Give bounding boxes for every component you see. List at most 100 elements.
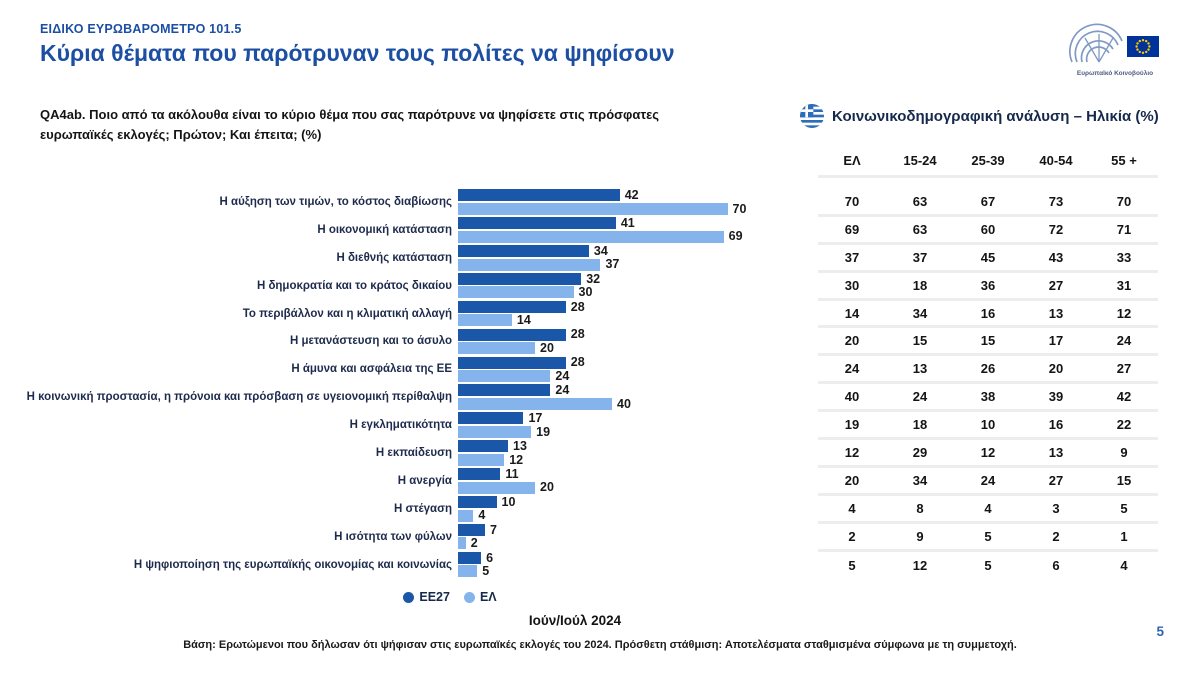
legend-dot-icon [403, 591, 415, 603]
survey-period: Ιούν/Ιούλ 2024 [528, 613, 622, 628]
bar-value-ΕΛ: 2 [470, 536, 478, 551]
table-row: 2 9 5 2 1 [818, 524, 1158, 552]
report-kicker: ΕΙΔΙΚΟ ΕΥΡΩΒΑΡΟΜΕΤΡΟ 101.5 [40, 22, 242, 36]
page-number: 5 [1156, 624, 1164, 639]
legend-dot-icon [463, 591, 475, 603]
bar-line-ΕΕ27: 24 [458, 384, 631, 397]
bar-ΕΛ [458, 398, 612, 410]
legend-item-ΕΕ27: ΕΕ27 [403, 590, 450, 604]
hemicycle-icon [1069, 23, 1159, 63]
bar-pair: 28 20 [458, 328, 585, 355]
table-cell: 15 [980, 333, 996, 349]
table-row: 40 24 38 39 42 [818, 384, 1158, 413]
table-cell: 15 [912, 333, 928, 349]
chart-row: Η ανεργία 11 20 [0, 467, 770, 495]
category-label: Η εγκληματικότητα [349, 419, 452, 432]
bar-value-ΕΛ: 30 [578, 285, 593, 300]
bar-line-ΕΕ27: 13 [458, 440, 527, 453]
table-cell: 3 [1052, 500, 1060, 516]
age-column-header: 55 + [1111, 153, 1137, 168]
table-cell: 9 [916, 528, 924, 544]
bar-ΕΛ [458, 453, 505, 466]
survey-question: QA4ab. Ποιο από τα ακόλουθα είναι το κύρ… [40, 107, 660, 143]
category-label: Η κοινωνική προστασία, η πρόνοια και πρό… [26, 391, 452, 404]
bar-value-ΕΛ: 20 [540, 340, 554, 355]
bar-line-ΕΛ: 24 [458, 370, 585, 383]
table-cell: 15 [1116, 472, 1132, 488]
bar-line-ΕΕ27: 28 [458, 301, 585, 313]
table-cell: 2 [1052, 528, 1060, 544]
chart-row: Η στέγαση 10 4 [0, 495, 770, 523]
bar-line-ΕΕ27: 7 [458, 524, 497, 536]
bar-line-ΕΕ27: 42 [458, 189, 746, 202]
chart-row: Η διεθνής κατάσταση 34 37 [0, 244, 770, 272]
bar-value-ΕΛ: 5 [482, 564, 490, 579]
bar-value-ΕΕ27: 28 [570, 355, 585, 370]
table-cell: 39 [1048, 389, 1064, 405]
table-cell: 37 [844, 249, 860, 265]
bar-ΕΕ27 [458, 495, 497, 508]
table-cell: 63 [912, 221, 928, 237]
bar-value-ΕΛ: 12 [509, 452, 524, 467]
logo-caption: Ευρωπαϊκό Κοινοβούλιο [1076, 70, 1154, 77]
table-cell: 69 [844, 221, 860, 237]
age-column-header: ΕΛ [843, 153, 861, 168]
category-label: Η αύξηση των τιμών, το κόστος διαβίωσης [219, 195, 452, 208]
bar-ΕΛ [458, 342, 535, 355]
table-row: 19 18 10 16 22 [818, 412, 1158, 441]
table-cell: 34 [912, 305, 928, 321]
bar-line-ΕΛ: 20 [458, 340, 585, 355]
bar-line-ΕΕ27: 34 [458, 245, 619, 257]
bar-line-ΕΕ27: 28 [458, 328, 585, 341]
bar-ΕΕ27 [458, 217, 616, 230]
category-label: Η οικονομική κατάσταση [317, 223, 452, 236]
table-cell: 9 [1120, 444, 1128, 460]
category-label: Η δημοκρατία και το κράτος δικαίου [256, 279, 452, 292]
table-cell: 2 [848, 528, 856, 544]
legend-item-ΕΛ: ΕΛ [463, 590, 497, 604]
table-cell: 36 [980, 277, 996, 293]
bar-value-ΕΕ27: 34 [593, 243, 608, 258]
bar-value-ΕΛ: 14 [516, 313, 531, 328]
table-cell: 20 [1048, 361, 1064, 377]
bar-line-ΕΛ: 30 [458, 285, 600, 300]
eu-flag-icon [1127, 36, 1159, 57]
bar-line-ΕΛ: 2 [458, 536, 497, 551]
table-cell: 14 [844, 305, 860, 321]
bar-line-ΕΕ27: 10 [458, 496, 515, 508]
bar-value-ΕΕ27: 7 [489, 522, 497, 537]
bar-line-ΕΕ27: 32 [458, 273, 600, 285]
bar-ΕΛ [458, 286, 574, 299]
table-cell: 67 [980, 193, 996, 209]
bar-line-ΕΛ: 40 [458, 398, 631, 410]
table-cell: 45 [980, 249, 996, 265]
bar-value-ΕΕ27: 17 [528, 411, 543, 426]
table-cell: 5 [984, 528, 992, 544]
bar-value-ΕΛ: 4 [478, 508, 486, 523]
table-row: 37 37 45 43 33 [818, 245, 1158, 273]
bar-line-ΕΛ: 20 [458, 481, 554, 494]
table-row: 69 63 60 72 71 [818, 217, 1158, 245]
table-cell: 19 [844, 417, 860, 433]
table-cell: 18 [912, 277, 928, 293]
table-cell: 73 [1048, 193, 1064, 209]
bar-value-ΕΛ: 40 [617, 396, 631, 411]
bar-line-ΕΕ27: 41 [458, 217, 743, 230]
bar-ΕΛ [458, 370, 551, 383]
bar-ΕΕ27 [458, 189, 620, 202]
bar-line-ΕΛ: 12 [458, 454, 527, 466]
bar-pair: 34 37 [458, 245, 619, 272]
table-cell: 34 [912, 472, 928, 488]
table-cell: 4 [984, 500, 992, 516]
table-cell: 43 [1048, 249, 1064, 265]
category-label: Η άμυνα και ασφάλεια της ΕΕ [291, 363, 452, 376]
table-row: 14 34 16 13 12 [818, 301, 1158, 329]
table-cell: 72 [1048, 221, 1064, 237]
legend-label: ΕΛ [479, 590, 497, 604]
category-label: Η στέγαση [393, 502, 452, 515]
bar-ΕΕ27 [458, 468, 501, 481]
bar-line-ΕΛ: 4 [458, 508, 515, 523]
table-cell: 4 [1120, 558, 1128, 574]
